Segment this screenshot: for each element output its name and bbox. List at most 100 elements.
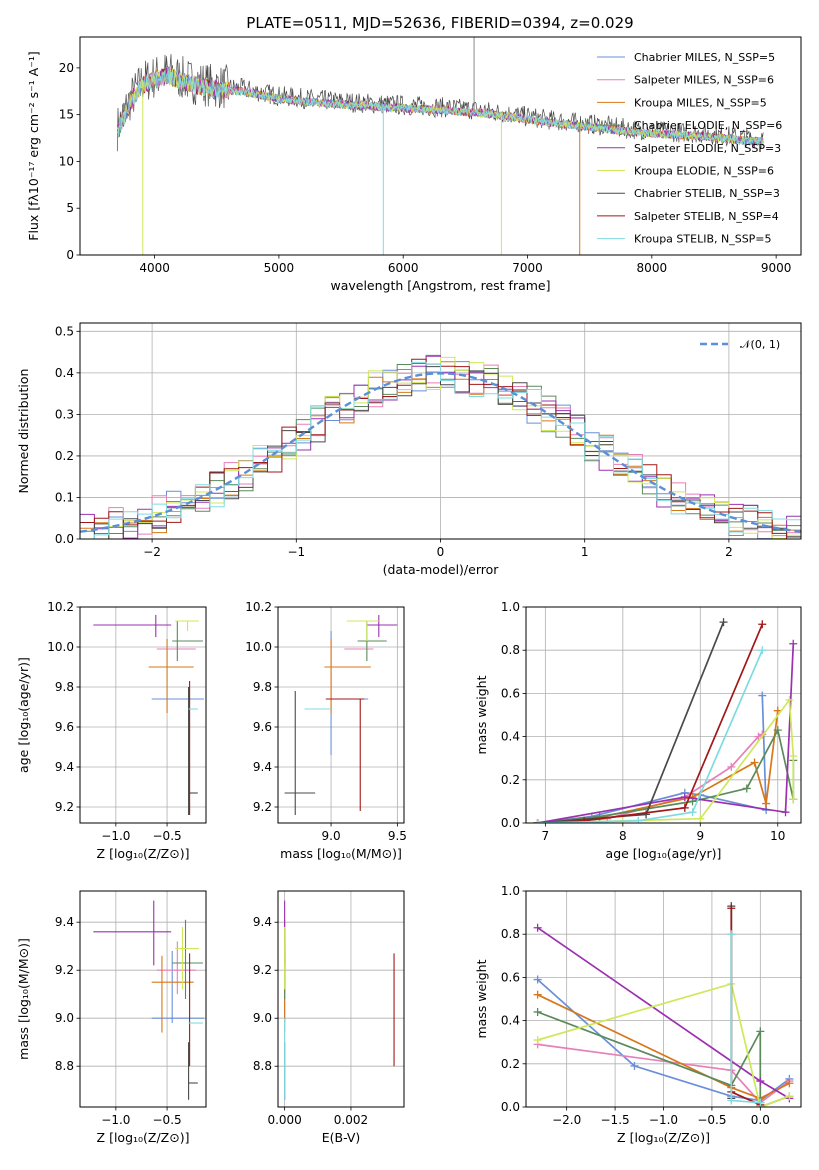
age-vs-mass-plot-area bbox=[284, 615, 398, 815]
legend-entry: Salpeter ELODIE, N_SSP=3 bbox=[634, 142, 781, 155]
mass-vs-Z-x-axis-label: Z [log₁₀(Z/Z⊙)] bbox=[97, 1130, 190, 1145]
mass-weight-marker bbox=[785, 1092, 794, 1101]
age-vs-Z-plot-area bbox=[93, 615, 204, 815]
mass-weight-marker bbox=[727, 904, 736, 913]
age-vs-mass-panel: 9.0 9.5 9.2 9.4 9.6 9.8 10.0 10.2 mass [log₁₀(M/… bbox=[245, 600, 407, 861]
mass-weight-line bbox=[537, 993, 790, 1100]
weight-vs-Z-ytick-label: 0.2 bbox=[501, 1057, 520, 1071]
weight-vs-Z-ytick-label: 0.4 bbox=[501, 1014, 520, 1028]
mass-weight-marker bbox=[533, 819, 542, 823]
residuals-frame bbox=[79, 322, 802, 540]
age-vs-Z-frame bbox=[79, 606, 207, 824]
age-vs-Z-panel: −1.0 −0.5 9.2 9.4 9.6 9.8 10.0 10.2 Z [log₁₀(Z/Z… bbox=[16, 600, 207, 861]
residuals-xtick-label: −2 bbox=[143, 545, 161, 559]
spectrum-ytick-label: 5 bbox=[66, 201, 74, 215]
mass-weight-marker bbox=[533, 1007, 542, 1016]
spectrum-xtick-label: 7000 bbox=[512, 261, 543, 275]
weight-vs-Z-xtick-label: −0.5 bbox=[697, 1113, 726, 1127]
legend-entry: Kroupa ELODIE, N_SSP=6 bbox=[634, 165, 774, 178]
weight-vs-age-ytick-label: 0.6 bbox=[501, 686, 520, 700]
weight-vs-age-xtick-label: 9 bbox=[696, 829, 704, 843]
age-vs-Z-ytick-label: 10.2 bbox=[47, 600, 74, 614]
spectrum-frame bbox=[79, 36, 802, 256]
weight-vs-age-plot-area bbox=[533, 618, 798, 823]
weight-vs-age-ytick-label: 1.0 bbox=[501, 600, 520, 614]
mass-vs-ebv-plot-area bbox=[284, 900, 395, 1100]
spectrum-model-line bbox=[116, 68, 764, 146]
weight-vs-Z-ytick-label: 0.8 bbox=[501, 927, 520, 941]
age-vs-mass-ytick-label: 9.2 bbox=[253, 800, 272, 814]
mass-vs-ebv-xtick-label: 0.002 bbox=[334, 1113, 368, 1127]
mass-vs-ebv-frame bbox=[277, 890, 405, 1108]
age-vs-Z-ytick-label: 9.6 bbox=[55, 720, 74, 734]
residuals-y-axis-label: Normed distribution bbox=[16, 369, 31, 494]
mass-weight-line bbox=[537, 649, 764, 823]
spectrum-ytick-label: 15 bbox=[59, 108, 74, 122]
mass-weight-marker bbox=[773, 726, 782, 735]
mass-vs-Z-plot-area bbox=[93, 900, 204, 1100]
mass-weight-marker bbox=[756, 1027, 765, 1036]
mass-weight-marker bbox=[533, 923, 542, 932]
weight-vs-Z-ytick-label: 0.6 bbox=[501, 970, 520, 984]
mass-weight-marker bbox=[533, 975, 542, 984]
age-vs-mass-x-axis-label: mass [log₁₀(M/M⊙)] bbox=[280, 846, 402, 861]
residuals-ytick-label: 0.5 bbox=[55, 324, 74, 338]
weight-vs-age-x-axis-label: age [log₁₀(age/yr)] bbox=[606, 846, 722, 861]
weight-vs-Z-xtick-label: −1.0 bbox=[649, 1113, 678, 1127]
weight-vs-age-ytick-label: 0.0 bbox=[501, 816, 520, 830]
weight-vs-age-panel: 7 8 9 10 0.0 0.2 0.4 0.6 0.8 1.0 age [log₁₀(age/yr… bbox=[474, 600, 802, 861]
weight-vs-age-xtick-label: 10 bbox=[770, 829, 785, 843]
figure-title: PLATE=0511, MJD=52636, FIBERID=0394, z=0… bbox=[246, 14, 633, 32]
spectrum-xtick-label: 8000 bbox=[637, 261, 668, 275]
mass-vs-Z-y-axis-label: mass [log₁₀(M/M⊙)] bbox=[16, 938, 31, 1060]
residuals-xtick-label: 1 bbox=[581, 545, 589, 559]
weight-vs-Z-ytick-label: 1.0 bbox=[501, 884, 520, 898]
spectrum-ytick-label: 10 bbox=[59, 154, 74, 168]
mass-weight-marker bbox=[727, 762, 736, 771]
mass-weight-marker bbox=[719, 618, 728, 627]
mass-vs-ebv-panel: 0.000 0.002 8.8 9.0 9.2 9.4 E(B-V) bbox=[253, 890, 405, 1145]
residuals-ytick-label: 0.1 bbox=[55, 490, 74, 504]
mass-weight-marker bbox=[789, 752, 798, 761]
legend-entry: Chabrier STELIB, N_SSP=3 bbox=[634, 187, 780, 200]
reference-legend-label: 𝒩(0, 1) bbox=[740, 338, 780, 351]
mass-weight-line bbox=[537, 621, 725, 823]
mass-weight-marker bbox=[762, 799, 771, 808]
mass-weight-marker bbox=[750, 758, 759, 767]
weight-vs-age-y-axis-label: mass weight bbox=[474, 675, 489, 754]
spectrum-panel: 4000 5000 6000 7000 8000 9000 0 5 10 15 20 Chabrier… bbox=[26, 36, 802, 293]
weight-vs-Z-xtick-label: 0.0 bbox=[751, 1113, 770, 1127]
weight-vs-age-xtick-label: 8 bbox=[619, 829, 627, 843]
weight-vs-Z-panel: −2.0 −1.5 −1.0 −0.5 0.0 0.0 0.2 0.4 0.6 0.8 1.0 Z [… bbox=[474, 884, 802, 1145]
spectrum-y-axis-label: Flux [fλ10⁻¹⁷ erg cm⁻² s⁻¹ A⁻¹] bbox=[26, 51, 41, 240]
age-vs-Z-xtick-label: −0.5 bbox=[153, 829, 182, 843]
mass-weight-marker bbox=[533, 1036, 542, 1045]
mass-vs-ebv-xtick-label: 0.000 bbox=[267, 1113, 301, 1127]
age-vs-mass-xtick-label: 9.5 bbox=[388, 829, 407, 843]
spectrum-xtick-label: 5000 bbox=[264, 261, 295, 275]
residuals-ytick-label: 0.4 bbox=[55, 366, 74, 380]
weight-vs-age-ytick-label: 0.8 bbox=[501, 643, 520, 657]
mass-weight-marker bbox=[785, 1079, 794, 1088]
age-vs-mass-ytick-label: 10.2 bbox=[245, 600, 272, 614]
mass-weight-marker bbox=[680, 793, 689, 802]
weight-vs-Z-y-axis-label: mass weight bbox=[474, 959, 489, 1038]
age-vs-mass-xtick-label: 9.0 bbox=[322, 829, 341, 843]
mass-weight-marker bbox=[758, 620, 767, 629]
mass-weight-line bbox=[537, 643, 795, 823]
mass-weight-marker bbox=[742, 784, 751, 793]
spectrum-ytick-label: 0 bbox=[66, 248, 74, 262]
age-vs-Z-ytick-label: 9.4 bbox=[55, 760, 74, 774]
age-vs-mass-ytick-label: 9.4 bbox=[253, 760, 272, 774]
legend-entry: Kroupa MILES, N_SSP=5 bbox=[634, 96, 767, 109]
age-vs-Z-xtick-label: −1.0 bbox=[101, 829, 130, 843]
mass-weight-marker bbox=[642, 810, 651, 819]
age-vs-mass-ytick-label: 9.6 bbox=[253, 720, 272, 734]
mass-vs-ebv-ytick-label: 8.8 bbox=[253, 1059, 272, 1073]
mass-weight-marker bbox=[580, 816, 589, 823]
residuals-ytick-label: 0.2 bbox=[55, 449, 74, 463]
spectrum-xtick-label: 4000 bbox=[139, 261, 170, 275]
mass-weight-marker bbox=[688, 808, 697, 817]
age-vs-mass-frame bbox=[277, 606, 405, 824]
residuals-ytick-label: 0.3 bbox=[55, 407, 74, 421]
